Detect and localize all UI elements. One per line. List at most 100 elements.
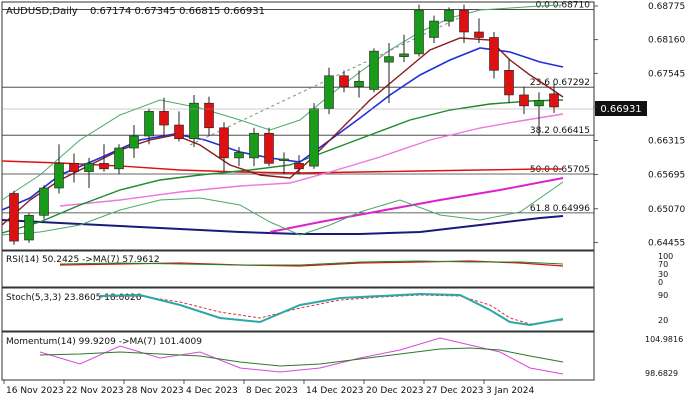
candle-32	[489, 31, 499, 79]
candle-28	[429, 15, 439, 43]
candle-body-28	[429, 20, 439, 38]
candle-29	[444, 7, 454, 27]
candle-body-30	[459, 9, 469, 33]
candle-body-13	[204, 102, 214, 129]
candle-23	[354, 70, 364, 98]
candle-35	[534, 92, 544, 136]
trend-magenta-line	[269, 177, 564, 233]
fib-label-4: 61.8 0.64996	[530, 204, 590, 214]
fib-levels: 0.0 0.68710 23.6 0.67292 38.2 0.66415 50.0 …	[2, 1, 594, 214]
candle-16	[249, 127, 259, 167]
bb-upper-line	[1, 4, 564, 201]
candle-24	[369, 48, 379, 93]
candle-11	[174, 111, 184, 142]
candle-22	[339, 70, 349, 93]
candle-27	[414, 4, 424, 57]
candle-15	[234, 146, 244, 167]
rsi-label: RSI(14) 50.2425 ->MA(7) 57.9612	[6, 255, 160, 265]
candle-9	[144, 108, 154, 145]
candle-body-36	[549, 93, 559, 108]
y-tick-7: 0.64455	[648, 238, 685, 248]
candle-33	[504, 59, 514, 104]
momentum-ma-line	[39, 347, 564, 367]
current-price-marker: 0.66931	[2, 101, 647, 116]
candle-30	[459, 4, 469, 43]
current-price-box	[595, 101, 647, 116]
momentum-tick-top: 104.9816	[645, 335, 683, 344]
ma-pink-line	[59, 113, 564, 207]
candle-18	[279, 152, 289, 175]
candle-body-11	[174, 124, 184, 140]
candle-body-6	[99, 163, 109, 170]
current-price-label: 0.66931	[600, 104, 641, 115]
candle-25	[384, 42, 394, 104]
candle-body-26	[399, 53, 409, 57]
momentum-label: Momentum(14) 99.9209 ->MA(7) 101.4009	[6, 337, 202, 347]
candle-body-35	[534, 100, 544, 107]
candle-19	[294, 155, 304, 175]
candle-body-1	[24, 215, 34, 241]
stoch-tick-90: 90	[658, 291, 668, 300]
candle-7	[114, 144, 124, 175]
ma-navy-line	[1, 215, 564, 235]
candle-1	[24, 212, 34, 243]
candle-36	[549, 83, 559, 114]
candles	[9, 4, 559, 245]
y-tick-2: 0.67545	[648, 69, 685, 79]
candle-body-34	[519, 94, 529, 107]
candle-body-17	[264, 132, 274, 164]
candle-body-18	[279, 158, 289, 161]
candle-body-15	[234, 152, 244, 159]
y-tick-6: 0.65070	[648, 205, 685, 215]
x-tick-0: 16 Nov 2023	[6, 386, 64, 396]
x-tick-7: 27 Dec 2023	[426, 386, 484, 396]
candle-body-16	[249, 132, 259, 159]
candle-body-7	[114, 147, 124, 170]
candle-body-32	[489, 37, 499, 71]
candle-21	[324, 67, 334, 115]
candle-8	[129, 125, 139, 158]
fib-label-1: 23.6 0.67292	[530, 78, 590, 88]
fib-label-0: 0.0 0.68710	[536, 1, 591, 11]
momentum-tick-bottom: 98.6829	[645, 369, 678, 378]
candle-body-27	[414, 9, 424, 55]
candle-body-12	[189, 102, 199, 140]
candle-12	[189, 94, 199, 147]
x-tick-1: 22 Nov 2023	[66, 386, 124, 396]
candle-14	[219, 122, 229, 172]
candle-17	[264, 127, 274, 167]
x-tick-2: 28 Nov 2023	[126, 386, 184, 396]
x-tick-5: 14 Dec 2023	[306, 386, 364, 396]
y-tick-0: 0.68775	[648, 2, 685, 12]
candle-body-4	[69, 163, 79, 172]
candle-20	[309, 103, 319, 169]
y-tick-5: 0.65695	[648, 171, 685, 181]
x-tick-6: 20 Dec 2023	[366, 386, 424, 396]
candle-4	[69, 153, 79, 183]
candle-5	[84, 157, 94, 188]
candle-body-31	[474, 31, 484, 38]
ma-green-line	[1, 99, 564, 234]
candle-body-10	[159, 111, 169, 126]
candle-body-3	[54, 163, 64, 189]
x-tick-3: 4 Dec 2023	[186, 386, 238, 396]
candle-body-24	[369, 50, 379, 90]
candle-6	[99, 144, 109, 172]
candle-13	[204, 96, 214, 136]
candle-body-14	[219, 127, 229, 159]
stoch-label: Stoch(5,3,3) 23.8605 18.0026	[6, 293, 142, 303]
ma-fast-line	[1, 37, 564, 226]
stoch-signal-line	[99, 294, 564, 325]
symbol-label: AUDUSD,Daily	[6, 6, 78, 17]
candle-body-21	[324, 75, 334, 109]
bb-lower-line	[1, 181, 564, 236]
candle-body-20	[309, 108, 319, 167]
candle-body-9	[144, 111, 154, 137]
candle-body-2	[39, 187, 49, 216]
ohlc-label: 0.67174 0.67345 0.66815 0.66931	[90, 6, 265, 17]
x-tick-4: 8 Dec 2023	[246, 386, 298, 396]
x-axis-ticks: 16 Nov 2023 22 Nov 2023 28 Nov 2023 4 Dec 2…	[3, 380, 534, 396]
fib-label-3: 50.0 0.65705	[530, 165, 590, 175]
stoch-tick-20: 20	[658, 316, 668, 325]
